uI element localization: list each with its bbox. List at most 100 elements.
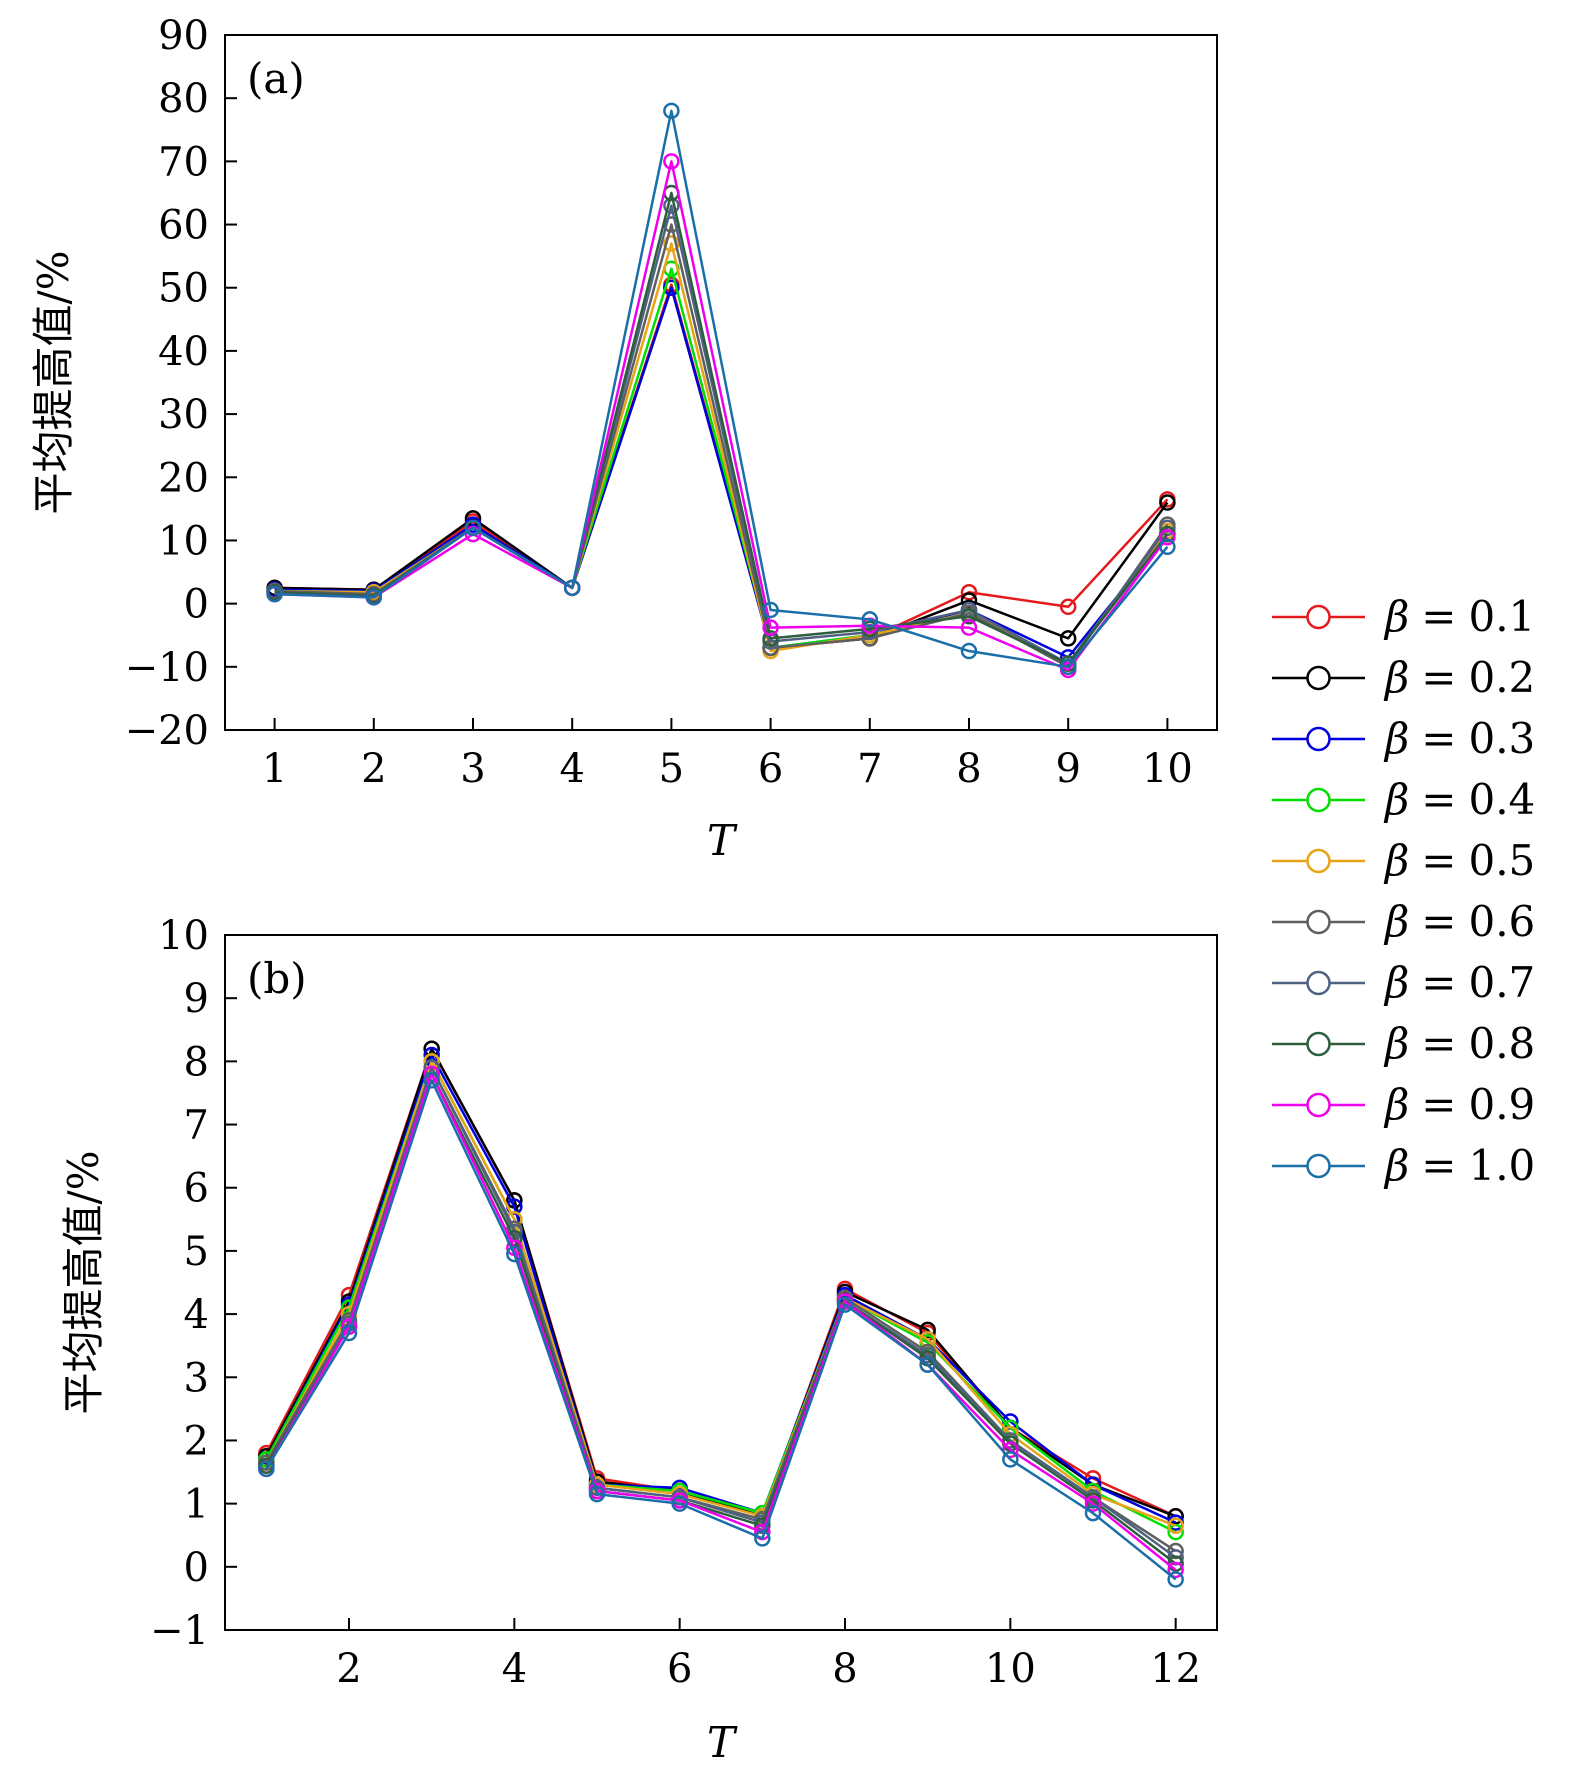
legend-label: β = 0.2 — [1383, 653, 1535, 702]
x-axis-title-b: T — [707, 1718, 738, 1767]
series-line — [265, 1053, 1177, 1524]
legend-marker — [1306, 970, 1331, 996]
data-point — [960, 608, 978, 625]
data-point — [762, 630, 779, 647]
series-a-3 — [266, 279, 1176, 666]
legend-entry: β = 0.2 — [1272, 653, 1535, 702]
x-tick-label-a: 8 — [956, 746, 981, 792]
data-point — [663, 102, 680, 120]
data-point — [258, 1460, 275, 1478]
series-line — [265, 1072, 1177, 1571]
legend-entry: β = 0.5 — [1272, 836, 1535, 885]
x-tick-label-a: 4 — [559, 746, 584, 792]
series-line — [265, 1066, 1177, 1559]
data-point — [663, 235, 680, 252]
data-point — [423, 1072, 440, 1089]
x-tick-label-a: 6 — [758, 746, 783, 792]
legend-label: β = 0.4 — [1383, 775, 1535, 824]
y-tick-label-a: 30 — [158, 392, 209, 438]
y-tick-label-b: 9 — [184, 976, 209, 1022]
legend-marker — [1306, 604, 1331, 630]
data-point — [762, 619, 779, 636]
data-point — [861, 611, 879, 628]
legend-label: β = 0.1 — [1383, 592, 1535, 641]
series-b-8 — [258, 1065, 1184, 1572]
x-tick-label-b: 4 — [502, 1646, 527, 1692]
data-point — [1059, 630, 1077, 647]
data-point — [1167, 1508, 1184, 1525]
data-point — [919, 1331, 936, 1348]
x-tick-label-a: 2 — [361, 746, 386, 792]
y-tick-label-a: 10 — [158, 518, 209, 564]
y-tick-label-b: 10 — [158, 913, 209, 959]
y-tick-label-b: 6 — [184, 1166, 209, 1212]
y-tick-label-a: 20 — [158, 455, 209, 501]
legend: β = 0.1 β = 0.2 β = 0.3 β = 0.4 β = 0.5 β = 0.6 β = 0.7 β = 0.8… — [1272, 592, 1535, 1190]
y-tick-label-b: 5 — [184, 1229, 209, 1275]
y-tick-label-b: 0 — [184, 1545, 209, 1591]
data-point — [1059, 598, 1077, 616]
data-point — [1002, 1451, 1019, 1468]
legend-marker — [1306, 1153, 1331, 1179]
y-tick-label-b: 2 — [184, 1418, 209, 1464]
legend-entry: β = 0.3 — [1272, 714, 1535, 763]
series-line — [265, 1079, 1177, 1581]
panel-label-b: (b) — [247, 954, 307, 1003]
data-point — [1084, 1495, 1102, 1512]
legend-entry: β = 0.6 — [1272, 897, 1535, 946]
data-point — [1159, 494, 1176, 511]
plot-frame-b — [224, 934, 1218, 1631]
series-b-6 — [258, 1059, 1184, 1560]
series-line — [274, 286, 1169, 659]
y-tick-label-b: −1 — [150, 1608, 209, 1654]
legend-entry: β = 0.1 — [1272, 592, 1535, 641]
data-point — [762, 601, 779, 619]
series-line — [274, 160, 1169, 672]
y-tick-label-a: 80 — [158, 76, 209, 122]
series-b-5 — [258, 1053, 1184, 1534]
x-tick-label-a: 9 — [1055, 746, 1080, 792]
legend-entry: β = 0.9 — [1272, 1080, 1535, 1129]
legend-marker — [1306, 1031, 1331, 1057]
y-axis-title-b: 平均提高值/% — [59, 1150, 108, 1414]
y-tick-label-a: 0 — [184, 582, 209, 628]
data-point — [836, 1296, 854, 1313]
legend-entry: β = 0.8 — [1272, 1019, 1535, 1068]
x-axis-title-a: T — [707, 816, 738, 865]
legend-label: β = 0.5 — [1383, 836, 1535, 885]
legend-label: β = 0.9 — [1383, 1080, 1535, 1129]
panel-label-a: (a) — [247, 54, 305, 103]
data-point — [1059, 658, 1077, 676]
data-point — [919, 1356, 936, 1373]
series-line — [265, 1047, 1177, 1518]
legend-label: β = 1.0 — [1383, 1141, 1535, 1190]
x-tick-label-a: 1 — [262, 746, 287, 792]
y-tick-label-a: 40 — [158, 329, 209, 375]
data-point — [506, 1245, 523, 1263]
legend-entry: β = 1.0 — [1272, 1141, 1535, 1190]
plot-frame-a — [224, 34, 1218, 731]
y-tick-label-b: 3 — [184, 1355, 209, 1401]
series-line — [274, 109, 1169, 669]
y-tick-label-a: 60 — [158, 203, 209, 249]
legend-label: β = 0.6 — [1383, 897, 1535, 946]
data-point — [365, 589, 383, 606]
data-point — [588, 1485, 606, 1503]
panel-a-chart: −20 −10 0 10 20 30 40 50 60 70 80 90 1 2 3 4 5 6 7 8 9 10 (a) T… — [29, 13, 1218, 865]
data-point — [671, 1495, 688, 1512]
x-tick-label-b: 6 — [667, 1646, 692, 1692]
legend-marker — [1306, 848, 1331, 874]
data-point — [1159, 529, 1176, 546]
series-b-2 — [258, 1040, 1184, 1525]
y-tick-label-a: 70 — [158, 139, 209, 185]
y-tick-label-a: 90 — [158, 13, 209, 59]
data-point — [1159, 538, 1176, 556]
y-tick-label-a: −20 — [125, 708, 209, 754]
legend-marker — [1306, 787, 1331, 813]
x-tick-label-a: 3 — [460, 746, 485, 792]
data-point — [1084, 1504, 1102, 1522]
legend-marker — [1306, 726, 1331, 752]
y-tick-label-b: 7 — [184, 1103, 209, 1149]
x-tick-label-b: 10 — [985, 1646, 1036, 1692]
